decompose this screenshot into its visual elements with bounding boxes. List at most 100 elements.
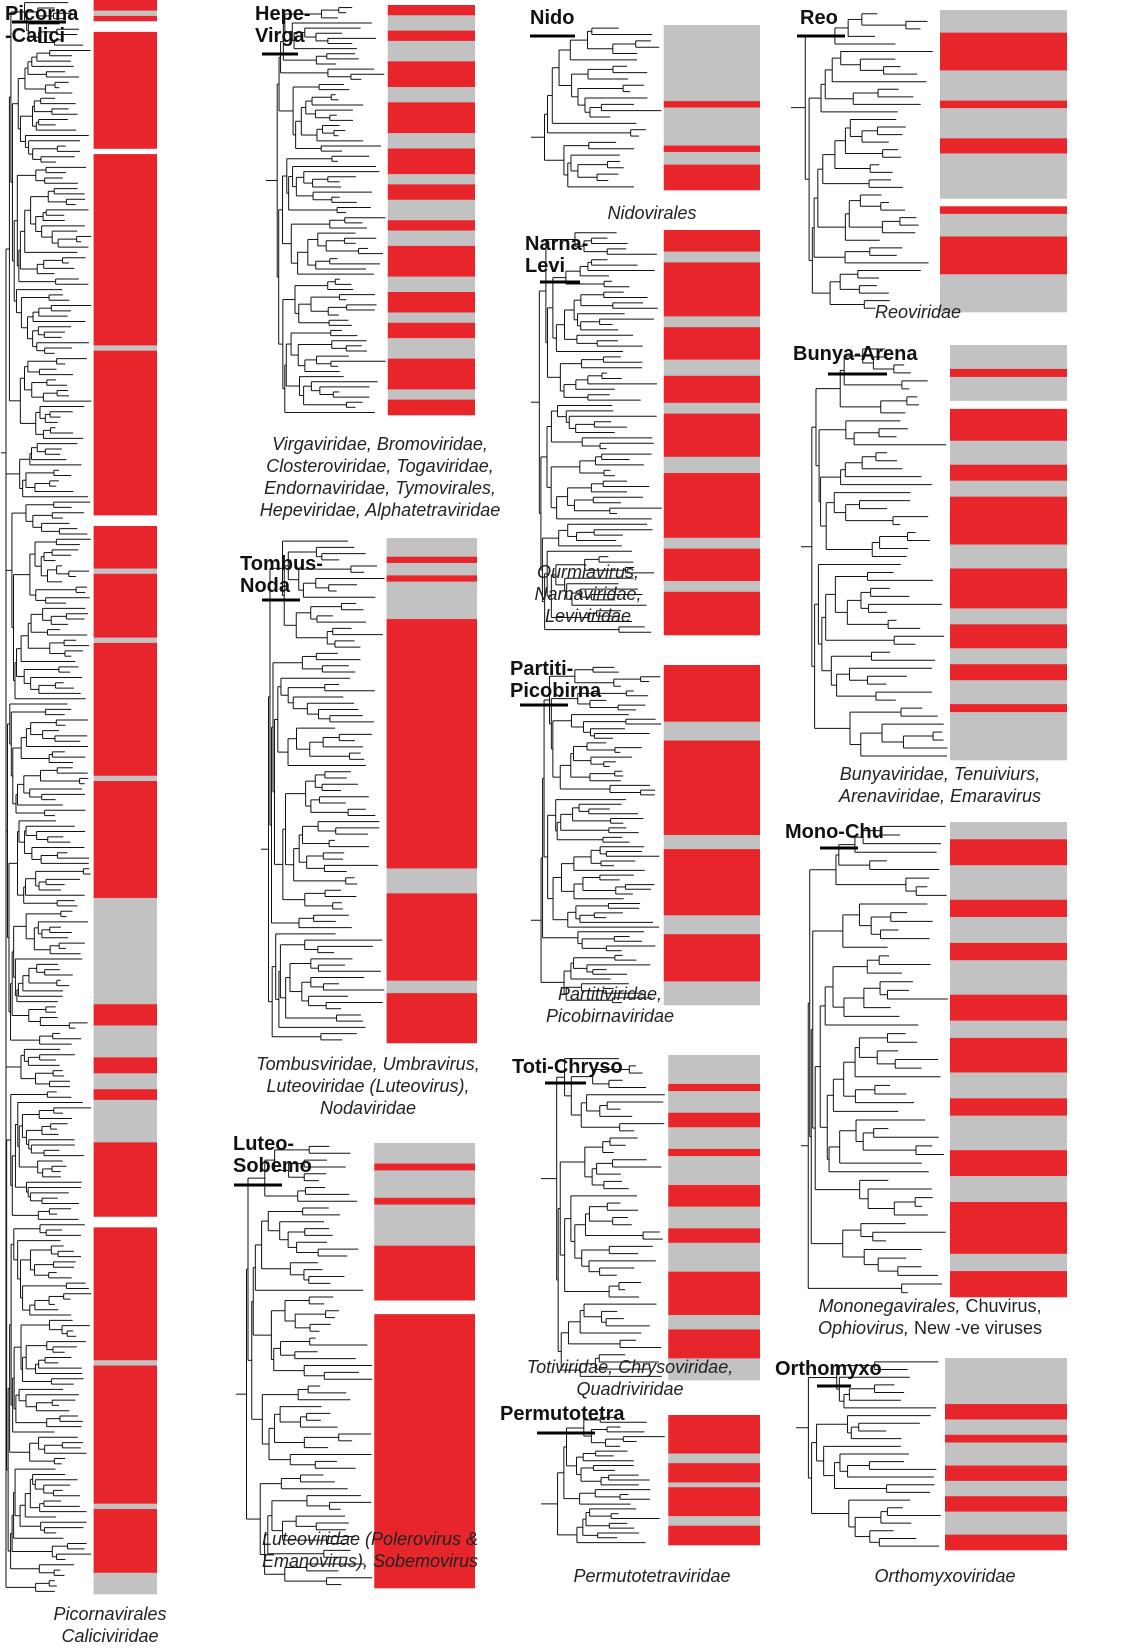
hepe-tip-colors [387,5,475,416]
picorna-clade-band [93,637,157,644]
picorna-clade-band [93,1216,157,1228]
tombus-title-line: Noda [240,575,291,597]
bunya-clade-band [950,608,1067,625]
mono-clade-band [950,1020,1067,1039]
mono-clade-band [950,1037,1067,1073]
picorna-clade-band [93,515,157,527]
toti-clade-band [668,1185,760,1207]
reo-clade-band [940,70,1067,101]
hepe-caption-line: Endornaviridae, Tymovirales, [264,478,496,498]
toti-clade-band [668,1329,760,1359]
mono-caption-line: Ophiovirus, New -ve viruses [818,1318,1042,1338]
hepe-title-line: Virga [255,25,306,47]
luteo-clade-band [374,1143,475,1164]
permuto-title-line: Permutotetra [500,1403,625,1425]
mono-clade-band [950,865,1067,901]
partiti-caption-line: Picobirnaviridae [546,1006,674,1026]
hepe-caption-line: Closteroviridae, Togaviridae, [266,456,493,476]
toti-title-line: Toti-Chryso [512,1056,623,1078]
toti-caption-line: Quadriviridae [576,1379,683,1399]
partiti-clade-band [663,981,760,1006]
hepe-clade-band [387,133,475,149]
bunya-clade-band [950,648,1067,665]
nido-tree [531,27,662,188]
picorna-clade-band [93,573,157,638]
luteo-clade-band [374,1314,475,1589]
toti-panel: Toti-Chryso Totiviridae, Chrysoviridae,Qu… [512,1055,760,1399]
hepe-clade-band [387,148,475,175]
hepe-caption-line: Virgaviridae, Bromoviridae, [272,434,488,454]
tombus-clade-band [386,980,477,994]
partiti-title-line: Picobirna [510,680,602,702]
nido-clade-band [663,25,760,102]
toti-clade-band [668,1148,760,1157]
picorna-clade-band [93,1508,157,1574]
bunya-title-line: Bunya-Arena [793,343,918,365]
luteo-title-line: Luteo- [233,1133,294,1155]
permuto-clade-band [668,1516,760,1527]
luteo-clade-band [374,1300,475,1315]
hepe-clade-band [387,30,475,42]
bunya-clade-band [950,408,1067,442]
hepe-clade-band [387,292,475,313]
tombus-clade-band [386,893,477,981]
tombus-tip-colors [386,538,477,1044]
picorna-clade-band [93,1025,157,1058]
narna-clade-band [663,581,760,593]
picorna-clade-band [93,1365,157,1504]
orthomyxo-caption-line: Orthomyxoviridae [874,1566,1015,1586]
partiti-clade-band [663,665,760,722]
orthomyxo-clade-band [945,1534,1067,1551]
picorna-clade-band [93,526,157,569]
narna-clade-band [663,262,760,317]
picorna-clade-band [93,1099,157,1143]
tombus-caption-line: Tombusviridae, Umbravirus, [256,1054,479,1074]
toti-clade-band [668,1156,760,1186]
picorna-panel: Picorna-Calici PicornaviralesCalicivirida… [1,0,167,1646]
luteo-panel: Luteo-Sobemo Luteoviridae (Polerovirus &E… [233,1133,478,1589]
bunya-clade-band [950,680,1067,705]
nido-caption-line: Nidovirales [607,203,696,223]
permuto-tip-colors [668,1415,760,1546]
orthomyxo-clade-band [945,1465,1067,1482]
mono-clade-band [950,1202,1067,1255]
tombus-clade-band [386,868,477,894]
narna-clade-band [663,537,760,549]
reo-caption-line: Reoviridae [875,302,961,322]
permuto-clade-band [668,1453,760,1464]
partiti-clade-band [663,740,760,836]
bunya-clade-band [950,712,1067,761]
picorna-clade-band [93,10,157,17]
reo-clade-band [940,213,1067,237]
narna-clade-band [663,473,760,539]
bunya-caption-line: Bunyaviridae, Tenuiviurs, [840,764,1040,784]
orthomyxo-clade-band [945,1404,1067,1420]
narna-title-line: Levi [525,255,565,277]
tombus-clade-band [386,562,477,576]
nido-clade-band [663,145,760,153]
picorna-caption-line: Picornavirales [53,1604,166,1624]
reo-clade-band [940,274,1067,313]
tombus-panel: Tombus-Noda Tombusviridae, Umbravirus,Lut… [240,538,480,1118]
mono-clade-band [950,899,1067,918]
permuto-clade-band [668,1463,760,1483]
picorna-clade-band [93,148,157,155]
permuto-panel: Permutotetra Permutotetraviridae [500,1403,760,1586]
toti-clade-band [668,1127,760,1150]
mono-clade-band [950,1253,1067,1272]
hepe-caption-line: Hepeviridae, Alphatetraviridae [260,500,500,520]
narna-tip-colors [663,230,760,636]
bunya-clade-band [950,496,1067,545]
picorna-clade-band [93,31,157,150]
picorna-caption-line: Caliciviridae [61,1626,158,1646]
bunya-clade-band [950,480,1067,497]
orthomyxo-clade-band [945,1496,1067,1512]
bunya-clade-band [950,376,1067,402]
picorna-clade-band [93,350,157,516]
narna-clade-band [663,402,760,414]
mono-clade-band [950,822,1067,840]
narna-clade-band [663,359,760,377]
bunya-clade-band [950,440,1067,466]
tombus-title-line: Tombus- [240,553,323,575]
